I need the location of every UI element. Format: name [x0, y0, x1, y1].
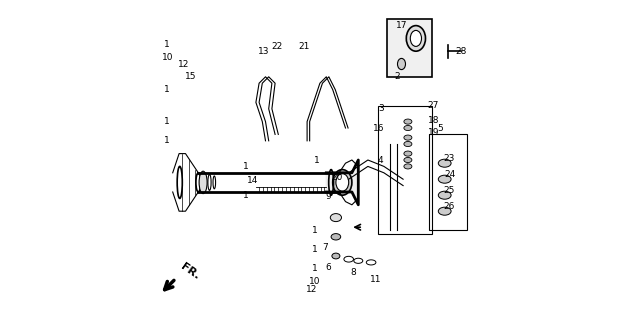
Text: 1: 1 — [314, 156, 320, 164]
Text: 8: 8 — [350, 268, 356, 277]
Ellipse shape — [404, 151, 412, 156]
Ellipse shape — [199, 171, 207, 194]
Text: 1: 1 — [164, 40, 170, 49]
Text: 28: 28 — [455, 47, 466, 56]
Text: 3: 3 — [378, 104, 384, 113]
Text: 25: 25 — [444, 186, 455, 195]
Text: 7: 7 — [322, 244, 327, 252]
Bar — [387, 19, 432, 77]
Text: 11: 11 — [370, 276, 382, 284]
Text: 5: 5 — [437, 124, 443, 132]
Text: 14: 14 — [247, 176, 258, 185]
Text: 1: 1 — [243, 162, 249, 171]
Ellipse shape — [330, 214, 342, 222]
Text: 1: 1 — [312, 245, 318, 254]
Ellipse shape — [404, 119, 412, 124]
Text: 16: 16 — [373, 124, 385, 132]
Bar — [429, 134, 467, 230]
Ellipse shape — [438, 175, 451, 183]
Ellipse shape — [404, 164, 412, 169]
Text: 1: 1 — [243, 191, 249, 200]
Text: 24: 24 — [444, 170, 455, 179]
Text: 19: 19 — [428, 128, 440, 137]
Ellipse shape — [404, 157, 412, 163]
Text: 1: 1 — [312, 264, 318, 273]
Ellipse shape — [438, 207, 451, 215]
Text: 2: 2 — [394, 72, 399, 81]
Text: 9: 9 — [325, 192, 331, 201]
Ellipse shape — [404, 135, 412, 140]
Ellipse shape — [404, 125, 412, 131]
Text: 1: 1 — [312, 226, 318, 235]
Ellipse shape — [438, 191, 451, 199]
Text: 12: 12 — [178, 60, 189, 68]
Ellipse shape — [406, 26, 426, 51]
Ellipse shape — [438, 159, 451, 167]
Polygon shape — [326, 160, 358, 205]
Text: 18: 18 — [428, 116, 440, 124]
Text: 6: 6 — [325, 263, 331, 272]
Bar — [377, 106, 432, 234]
Text: 22: 22 — [271, 42, 282, 51]
Text: 20: 20 — [332, 173, 343, 182]
Ellipse shape — [336, 173, 349, 191]
Text: 1: 1 — [164, 136, 170, 145]
Ellipse shape — [410, 30, 421, 46]
Ellipse shape — [332, 253, 340, 259]
Text: 10: 10 — [309, 277, 321, 286]
Ellipse shape — [404, 141, 412, 147]
Text: 15: 15 — [184, 72, 196, 81]
Ellipse shape — [398, 59, 406, 70]
Text: 10: 10 — [162, 53, 173, 62]
Text: 4: 4 — [378, 156, 384, 164]
Text: 26: 26 — [444, 202, 455, 211]
Ellipse shape — [331, 234, 340, 240]
Text: 27: 27 — [428, 101, 439, 110]
Ellipse shape — [333, 170, 352, 195]
Text: 21: 21 — [298, 42, 310, 51]
Text: 13: 13 — [258, 47, 270, 56]
Text: FR.: FR. — [179, 262, 202, 282]
Text: 23: 23 — [444, 154, 455, 163]
Text: 1: 1 — [164, 117, 170, 126]
Ellipse shape — [196, 173, 201, 192]
Text: 17: 17 — [396, 21, 408, 30]
Text: 12: 12 — [306, 285, 318, 294]
Text: 1: 1 — [164, 85, 170, 94]
